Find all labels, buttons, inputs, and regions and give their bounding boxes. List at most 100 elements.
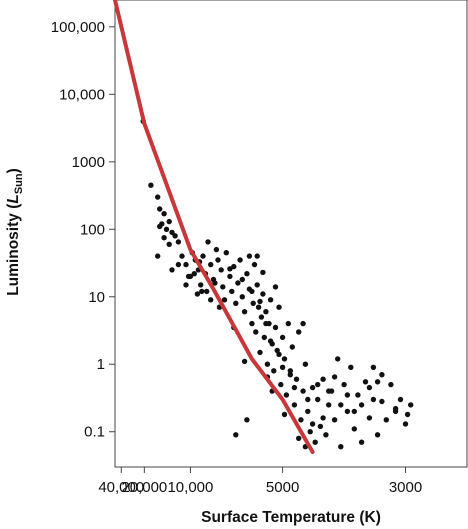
star-point [309, 421, 316, 427]
star-point [287, 372, 293, 378]
star-point [185, 273, 192, 280]
x-tick-label: 20,000 [121, 479, 167, 496]
x-tick-label: 3000 [389, 479, 422, 496]
star-point [257, 349, 263, 356]
star-point [260, 269, 266, 276]
star-point [263, 320, 269, 327]
star-point [175, 239, 182, 245]
star-point [267, 297, 274, 303]
star-point [244, 271, 250, 277]
star-point [233, 432, 239, 438]
star-point [244, 417, 250, 423]
star-point [172, 233, 178, 239]
star-point [305, 408, 311, 415]
x-axis-title: Surface Temperature (K) [201, 509, 381, 526]
star-point [148, 182, 154, 188]
star-point [315, 396, 321, 403]
star-point [281, 411, 288, 418]
star-point [320, 415, 326, 421]
star-point [392, 405, 399, 412]
star-point [362, 379, 369, 385]
star-point [326, 388, 332, 394]
star-point [235, 280, 241, 286]
star-point [213, 246, 220, 253]
star-point [199, 288, 205, 295]
star-point [251, 261, 258, 268]
star-point [229, 288, 235, 295]
star-point [157, 223, 163, 230]
star-point [254, 282, 260, 288]
star-point [287, 368, 293, 374]
star-point [200, 253, 206, 259]
star-point [341, 381, 347, 388]
x-tick-label: 5000 [266, 479, 299, 496]
star-point [223, 250, 229, 256]
y-tick-label: 100,000 [51, 19, 105, 36]
star-point [283, 392, 290, 398]
star-point [351, 408, 357, 415]
star-point [276, 304, 282, 310]
star-point [212, 280, 218, 286]
star-point [388, 381, 394, 388]
star-point [370, 364, 377, 370]
star-point [191, 271, 197, 277]
star-point [379, 372, 385, 378]
star-point [293, 376, 300, 382]
star-point [208, 261, 214, 268]
star-point [249, 320, 255, 327]
star-point [272, 324, 279, 331]
star-point [241, 358, 248, 365]
star-point [309, 384, 316, 391]
star-point [157, 206, 163, 212]
star-point [255, 304, 262, 310]
star-point [215, 257, 221, 263]
star-point [379, 398, 385, 405]
star-point [253, 329, 259, 335]
y-tick-label: 100 [80, 221, 105, 238]
y-tick-label: 1000 [72, 154, 105, 171]
star-point [300, 320, 306, 327]
star-point [220, 284, 226, 290]
star-point [204, 288, 210, 295]
star-point [179, 253, 185, 259]
star-point [279, 364, 286, 370]
star-point [302, 361, 309, 367]
plot-frame [114, 0, 468, 468]
star-point [276, 351, 282, 358]
star-point [254, 253, 260, 259]
star-point [397, 396, 404, 403]
star-point [161, 235, 167, 241]
star-point [271, 368, 277, 374]
star-point [194, 291, 201, 297]
star-point [239, 276, 245, 283]
x-tick-label: 10,000 [167, 479, 213, 496]
y-tick-label: 1 [97, 356, 105, 373]
star-point [348, 364, 354, 370]
star-point [241, 309, 248, 315]
star-point [358, 439, 365, 445]
star-point [289, 344, 295, 350]
star-point [205, 239, 211, 245]
star-point [331, 417, 338, 423]
data-points [140, 118, 414, 450]
star-point [169, 267, 175, 273]
star-point [227, 266, 233, 272]
star-point [331, 374, 338, 380]
x-tick-label: 40,000 [98, 479, 144, 496]
star-point [366, 384, 373, 391]
star-point [163, 226, 170, 232]
star-point [246, 253, 253, 259]
star-point [300, 388, 306, 394]
star-point [237, 257, 243, 263]
star-point [317, 423, 324, 430]
star-point [291, 402, 298, 408]
star-point [239, 294, 245, 300]
star-point [227, 273, 233, 280]
y-axis-title: Luminosity (LSun) [5, 168, 25, 296]
star-point [166, 241, 172, 247]
star-point [312, 439, 318, 445]
star-point [249, 288, 255, 295]
star-point [344, 392, 351, 398]
star-point [315, 381, 321, 388]
star-point [267, 338, 274, 344]
